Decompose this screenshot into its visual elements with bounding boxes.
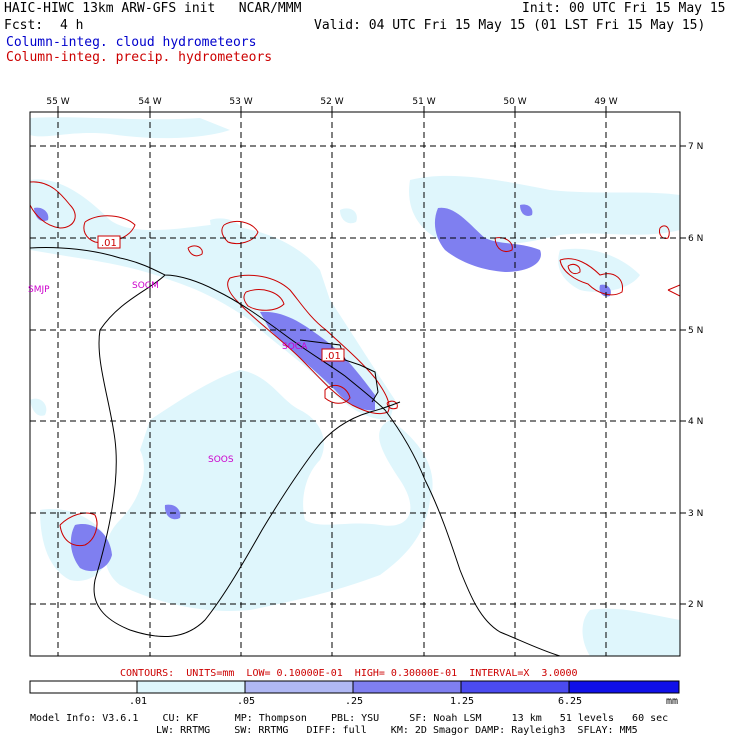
field-cloud-label: Column-integ. cloud hydrometeors — [6, 35, 257, 50]
axis-ticks — [57, 106, 686, 605]
contour-label-box — [321, 348, 345, 362]
colorbar-tick: 6.25 — [558, 696, 583, 707]
forecast-label: Fcst: — [4, 18, 44, 33]
colorbar-tick: .25 — [345, 696, 364, 707]
init-time: Init: 00 UTC Fri 15 May 15 — [522, 1, 726, 16]
lat-label: 6 N — [688, 234, 703, 244]
valid-time: Valid: 04 UTC Fri 15 May 15 (01 LST Fri … — [314, 18, 706, 33]
colorbar-segment — [460, 680, 570, 694]
station-soos: SOOS — [208, 455, 234, 465]
colorbar-unit: mm — [666, 696, 679, 707]
lat-labels: 7 N 6 N 5 N 4 N 3 N 2 N — [688, 142, 703, 610]
lon-label: 53 W — [229, 97, 252, 107]
contours-info: CONTOURS: UNITS=mm LOW= 0.10000E-01 HIGH… — [120, 668, 578, 679]
contour-value-labels: .01 .01 — [97, 235, 345, 362]
colorbar-tick: .01 — [129, 696, 148, 707]
contour-label: .01 — [101, 238, 117, 249]
station-soca: SOCA — [282, 342, 308, 352]
run-title: HAIC-HIWC 13km ARW-GFS init NCAR/MMM — [4, 1, 302, 16]
lat-label: 3 N — [688, 509, 703, 519]
colorbar-segment — [136, 680, 246, 694]
shaded-fields — [30, 117, 680, 656]
lon-label: 50 W — [503, 97, 526, 107]
lat-label: 4 N — [688, 417, 703, 427]
contour-label: .01 — [325, 351, 341, 362]
forecast-hour: 4 h — [60, 18, 84, 33]
lon-label: 49 W — [594, 97, 617, 107]
model-info-line2: LW: RRTMG SW: RRTMG DIFF: full KM: 2D Sm… — [156, 725, 638, 736]
colorbar-segment — [352, 680, 462, 694]
coastline — [30, 247, 561, 656]
precip-contours — [30, 181, 680, 547]
lat-label: 2 N — [688, 600, 703, 610]
station-labels: SMJP SOCM SOCA SOOS — [28, 281, 308, 465]
lon-label: 51 W — [412, 97, 435, 107]
station-socm: SOCM — [132, 281, 159, 291]
field-precip-label: Column-integ. precip. hydrometeors — [6, 50, 273, 65]
lat-label: 5 N — [688, 326, 703, 336]
colorbar-segment — [244, 680, 354, 694]
lon-labels: 55 W 54 W 53 W 52 W 51 W 50 W 49 W — [46, 97, 617, 107]
colorbar — [29, 680, 680, 694]
colorbar-segment — [568, 680, 680, 694]
colorbar-tick: 1.25 — [450, 696, 475, 707]
map-frame — [29, 111, 681, 657]
station-smjp: SMJP — [28, 285, 50, 295]
lon-label: 52 W — [320, 97, 343, 107]
lon-label: 54 W — [138, 97, 161, 107]
lat-label: 7 N — [688, 142, 703, 152]
contour-label-box — [97, 235, 121, 249]
lat-lon-grid — [30, 112, 680, 656]
colorbar-tick: .05 — [237, 696, 256, 707]
colorbar-segment — [29, 680, 138, 694]
cloud-dark-fill — [34, 204, 611, 572]
model-info-line1: Model Info: V3.6.1 CU: KF MP: Thompson P… — [30, 713, 669, 724]
lon-label: 55 W — [46, 97, 69, 107]
